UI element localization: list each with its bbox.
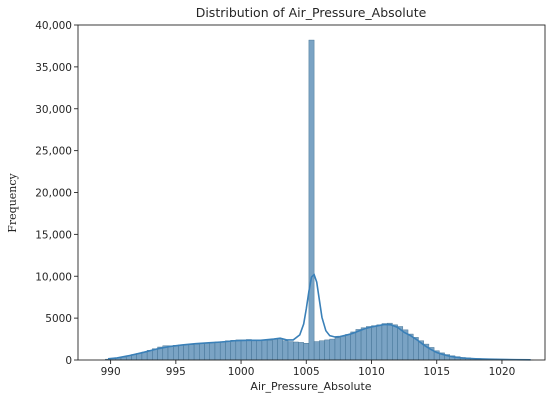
histogram-bar (282, 340, 289, 361)
histogram-bar (407, 333, 414, 361)
histogram-bar (266, 340, 273, 361)
histogram-bar (293, 341, 299, 361)
x-tick-label: 1015 (423, 366, 450, 378)
histogram-bar (240, 339, 247, 361)
histogram-bar (214, 341, 221, 361)
histogram-bar (204, 342, 210, 361)
histogram-bar (183, 344, 190, 361)
y-tick-label: 20,000 (35, 188, 72, 200)
histogram-bar (178, 344, 184, 361)
histogram-bar (386, 322, 393, 361)
x-tick-label: 1000 (228, 366, 255, 378)
histogram-bar (188, 344, 195, 361)
x-tick-label: 1005 (293, 366, 320, 378)
histogram-bar (298, 342, 304, 361)
histogram-bar (261, 340, 268, 361)
histogram-bar (256, 340, 263, 361)
x-tick-label: 1010 (358, 366, 385, 378)
y-tick-label: 35,000 (35, 62, 72, 74)
histogram-bar (334, 337, 341, 361)
y-tick-label: 5000 (45, 313, 72, 325)
histogram-bar (376, 324, 383, 361)
y-tick-label: 25,000 (35, 146, 72, 158)
x-axis-label: Air_Pressure_Absolute (250, 380, 371, 393)
histogram-bar (303, 343, 310, 361)
histogram-bar (287, 341, 294, 361)
histogram-bar (272, 338, 278, 361)
histogram-bar (219, 341, 226, 361)
histogram-bar (319, 340, 325, 361)
histogram-bar (324, 339, 330, 361)
histogram-bar (360, 327, 367, 361)
chart-title: Distribution of Air_Pressure_Absolute (196, 5, 427, 20)
histogram-bar (277, 338, 284, 361)
x-axis: 990 995 1000 1005 1010 1015 1020 (101, 360, 516, 378)
histogram-bar (381, 323, 388, 361)
histogram-bar (355, 329, 362, 361)
histogram-bar (193, 343, 200, 361)
histogram-bar (308, 39, 315, 361)
histogram-bar (350, 331, 357, 361)
histogram-bar (251, 339, 257, 361)
histogram-bar (173, 345, 179, 361)
histogram-bar (225, 340, 231, 361)
histogram-bar (209, 342, 216, 361)
histogram-bar (392, 324, 398, 361)
histogram-bar (230, 340, 237, 361)
y-tick-label: 40,000 (35, 20, 72, 32)
x-tick-label: 1020 (489, 366, 516, 378)
x-tick-label: 990 (101, 366, 121, 378)
y-tick-label: 10,000 (35, 271, 72, 283)
histogram-bar (246, 339, 252, 361)
histogram-bar (339, 335, 346, 361)
histogram-bar (235, 339, 242, 361)
histogram-bars (105, 39, 534, 361)
histogram-bar (371, 325, 377, 361)
histogram-bar (329, 338, 336, 361)
y-axis-label: Frequency (6, 172, 19, 232)
y-axis: 0 5000 10,000 15,000 20,000 25,000 30,000 35,00… (35, 20, 78, 367)
y-tick-label: 30,000 (35, 104, 72, 116)
y-tick-label: 0 (65, 355, 72, 367)
histogram-bar (366, 326, 372, 361)
histogram-bar (199, 343, 205, 361)
y-tick-label: 15,000 (35, 229, 72, 241)
histogram-bar (345, 334, 351, 361)
x-tick-label: 995 (166, 366, 186, 378)
histogram-bar (313, 341, 320, 361)
histogram-bar (167, 345, 174, 361)
kde-curve (107, 273, 531, 361)
